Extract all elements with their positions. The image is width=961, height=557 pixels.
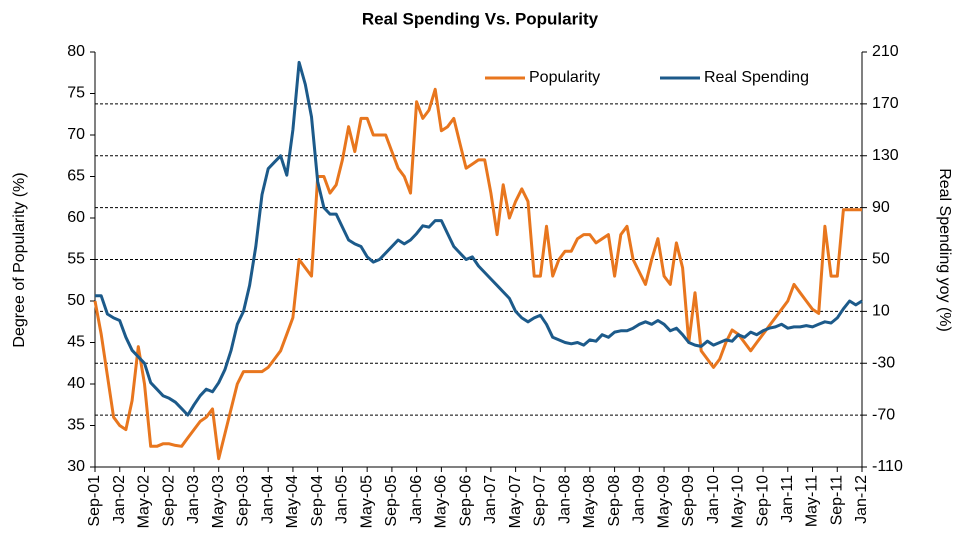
series-line [95,60,863,417]
chart-title: Real Spending Vs. Popularity [362,9,599,28]
y2-tick-label: 50 [872,251,890,268]
x-tick-label: Sep-07 [532,475,549,527]
series-line [93,87,862,461]
y-tick-label: 60 [67,209,85,226]
x-tick-label: Sep-03 [235,475,252,527]
y-tick-label: 35 [67,417,85,434]
x-tick-label: Jan-09 [631,475,648,524]
y-tick-label: 65 [67,168,85,185]
x-tick-label: May-06 [433,475,450,528]
x-tick-label: Jan-12 [853,475,870,524]
x-tick-label: May-10 [730,475,747,528]
x-tick-label: Jan-10 [705,475,722,524]
x-tick-label: Sep-08 [606,475,623,527]
x-tick-label: Sep-02 [160,475,177,527]
y2-tick-label: 130 [872,147,899,164]
y-tick-label: 70 [67,126,85,143]
y-tick-label: 75 [67,85,85,102]
x-tick-label: May-08 [581,475,598,528]
x-tick-label: Sep-04 [309,475,326,527]
y-tick-label: 80 [67,43,85,60]
x-tick-label: May-02 [136,475,153,528]
x-tick-label: Sep-10 [754,475,771,527]
y-axis-title: Degree of Popularity (%) [11,172,28,347]
x-tick-label: Jan-11 [779,475,796,523]
y2-tick-label: -110 [872,458,903,475]
y-tick-label: 55 [67,251,85,268]
x-tick-label: Jan-04 [259,475,276,524]
x-tick-label: Jan-02 [111,475,128,524]
x-tick-label: Jan-06 [408,475,425,524]
y-tick-label: 40 [67,375,85,392]
y2-tick-label: 90 [872,199,890,216]
y2-axis-title: Real Spending yoy (%) [936,168,953,332]
x-tick-label: Sep-09 [680,475,697,527]
x-tick-label: Sep-05 [383,475,400,527]
y-tick-label: 50 [67,292,85,309]
x-tick-label: May-03 [210,475,227,528]
y-tick-label: 45 [67,334,85,351]
x-tick-label: May-04 [284,475,301,528]
x-tick-label: Jan-08 [556,475,573,524]
x-tick-label: May-09 [655,475,672,528]
y2-tick-label: 170 [872,95,899,112]
x-tick-label: Jan-05 [334,475,351,524]
legend-label: Popularity [529,69,600,86]
x-tick-label: Sep-11 [828,475,845,526]
x-tick-label: Jan-03 [185,475,202,524]
legend-label: Real Spending [704,69,809,86]
y2-tick-label: -70 [872,406,895,423]
y-tick-label: 30 [67,458,85,475]
y2-tick-label: 210 [872,43,899,60]
y2-tick-label: 10 [872,303,890,320]
x-tick-label: May-05 [358,475,375,528]
x-tick-label: Sep-06 [457,475,474,527]
x-tick-label: Sep-01 [86,475,103,527]
y2-tick-label: -30 [872,354,895,371]
x-tick-label: May-07 [507,475,524,528]
x-tick-label: Jan-07 [482,475,499,524]
x-tick-label: May-11 [804,475,821,527]
